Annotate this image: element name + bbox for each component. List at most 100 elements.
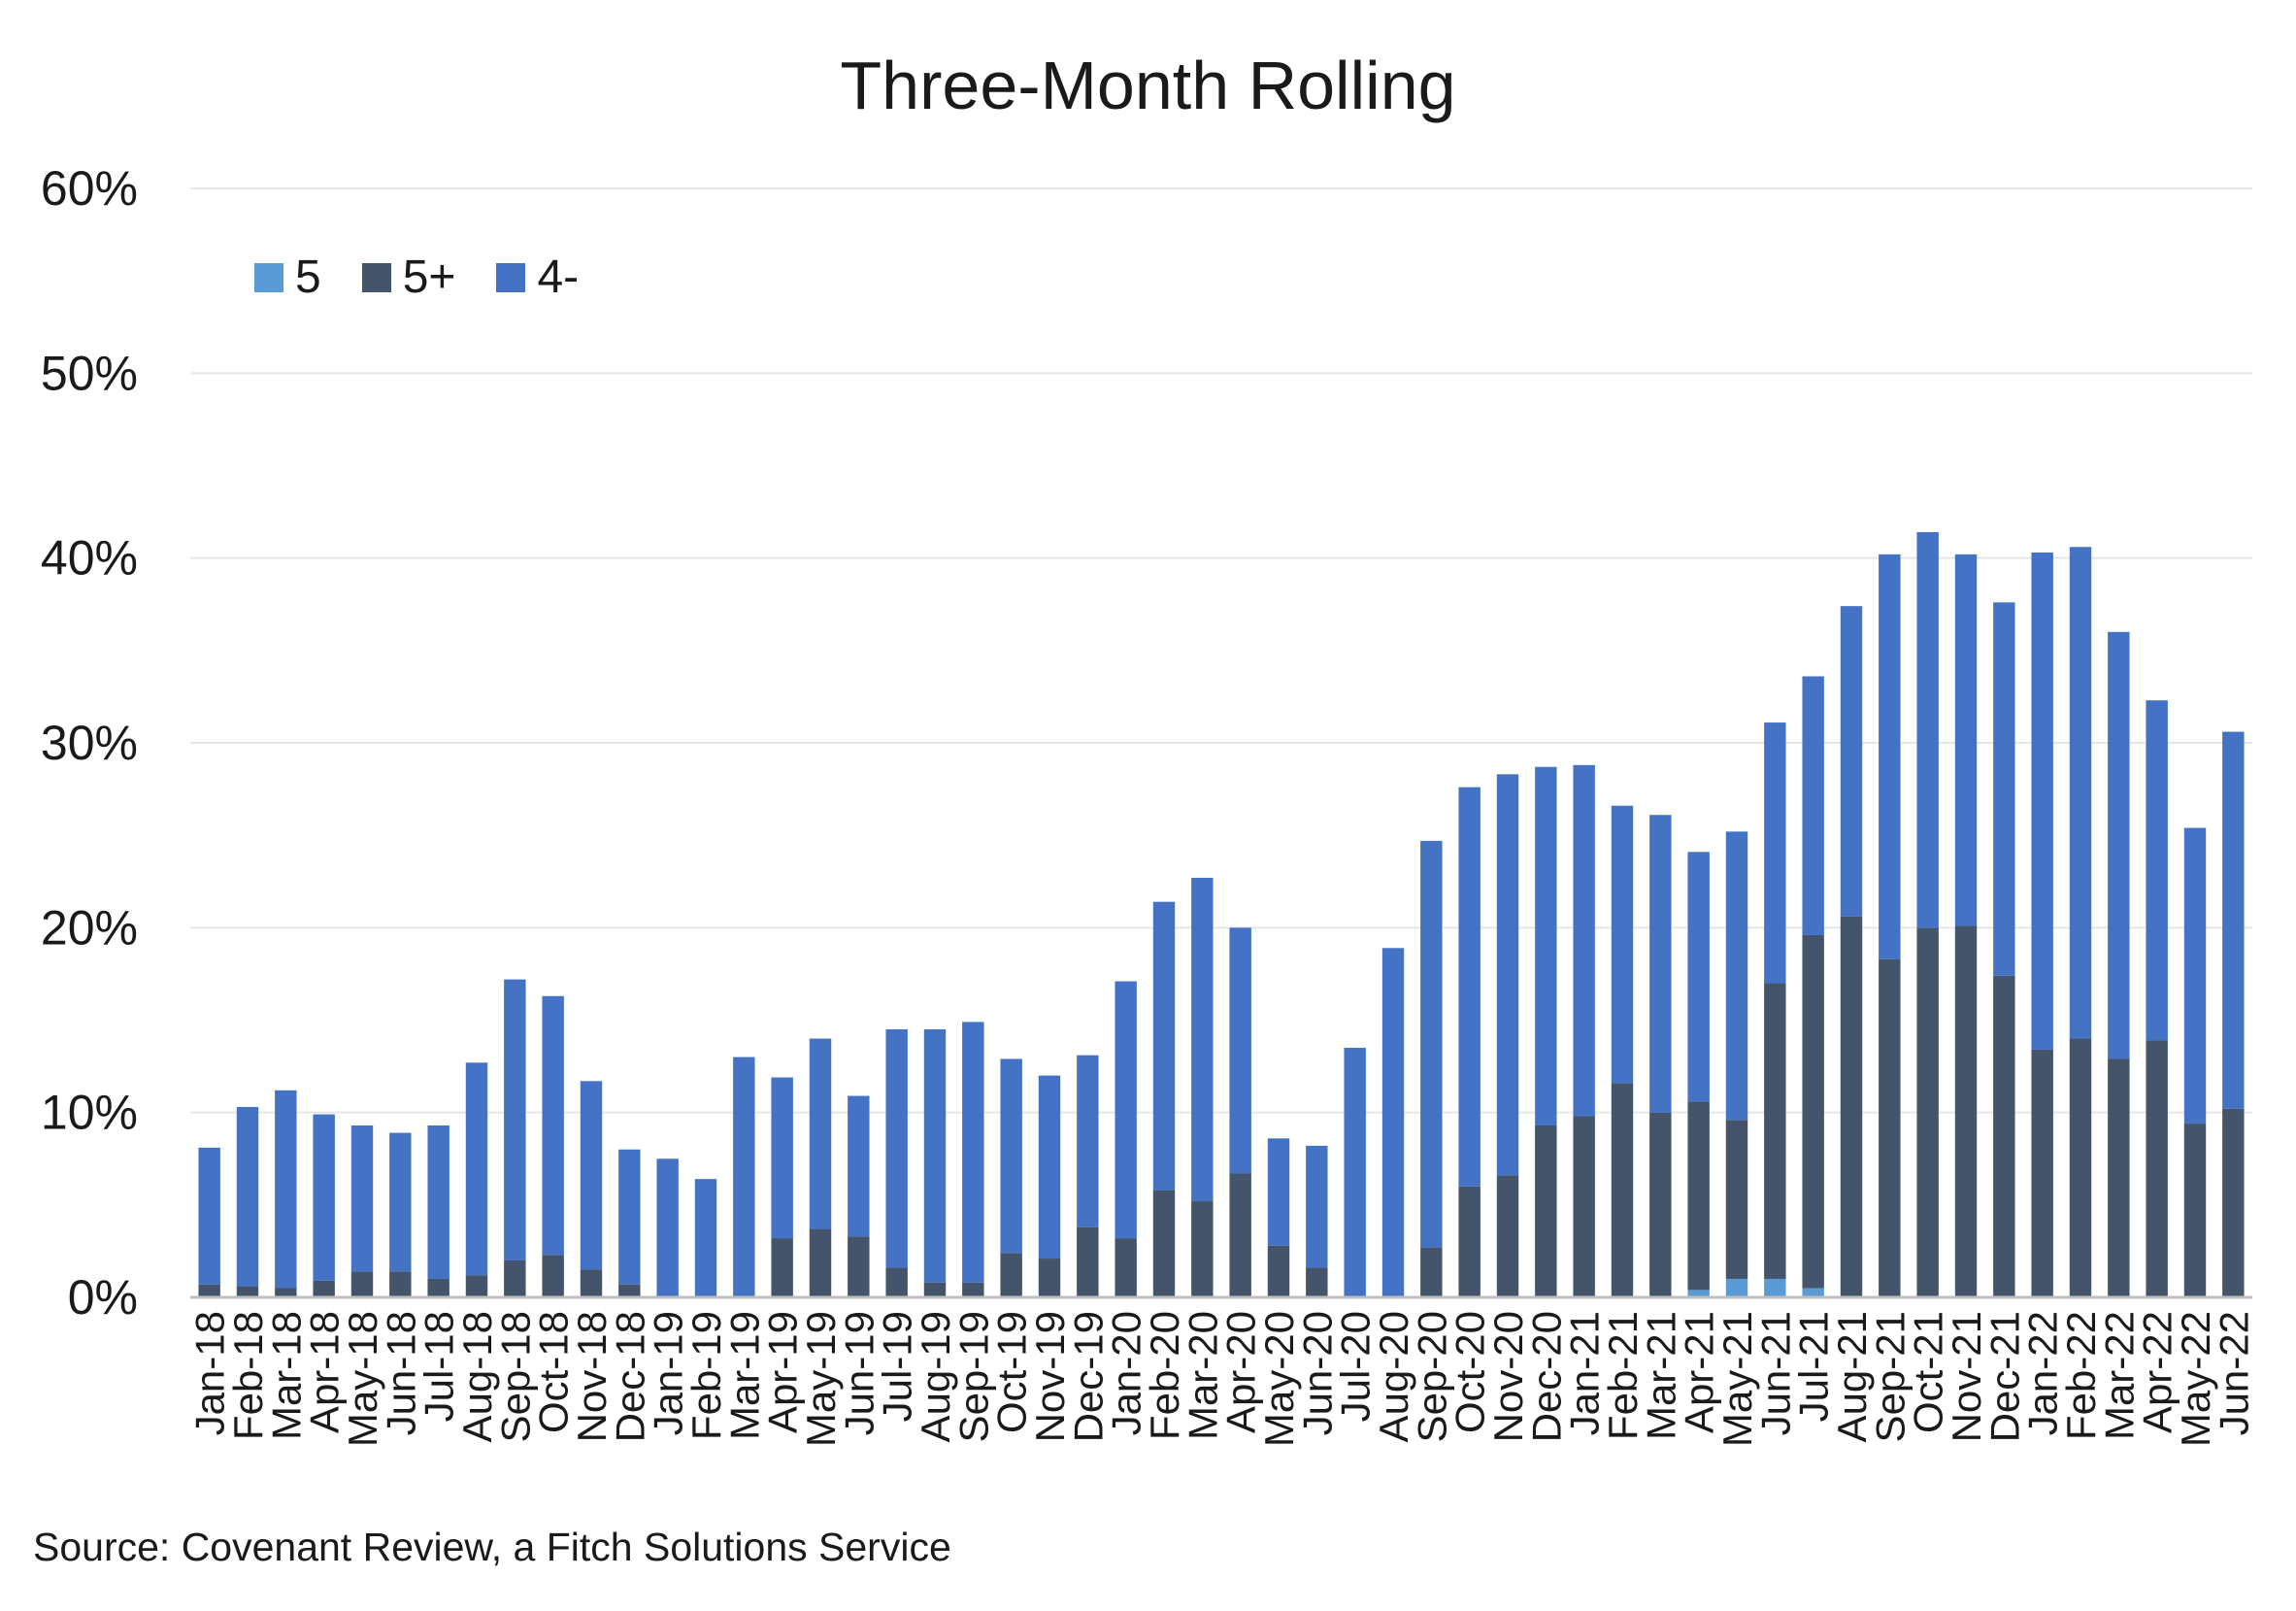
bar-segment-4minus [427, 1124, 449, 1279]
bar-segment-4minus [885, 1029, 908, 1268]
bar-segment-4minus [1802, 676, 1824, 935]
x-tick-label: Jan-22 [2020, 1311, 2066, 1435]
source-note: Source: Covenant Review, a Fitch Solutio… [33, 1525, 951, 1569]
x-tick-label: May-19 [798, 1311, 844, 1447]
bar-segment-5plus [427, 1278, 449, 1297]
bar-segment-4minus [1687, 852, 1710, 1102]
bar-segment-5plus [1993, 975, 2015, 1297]
bar-segment-4minus [771, 1077, 793, 1239]
bar-segment-5plus [504, 1259, 526, 1297]
bar-segment-4minus [1764, 722, 1786, 984]
bar-segment-4minus [733, 1057, 755, 1297]
x-tick-label: Apr-20 [1218, 1311, 1264, 1433]
bar-segment-5plus [2031, 1049, 2053, 1297]
bar-segment-5plus [1152, 1190, 1176, 1297]
bar-segment-5plus [2108, 1058, 2130, 1297]
bar-segment-5plus [1077, 1226, 1099, 1297]
x-tick-label: Apr-19 [760, 1311, 806, 1433]
bar-segment-4minus [1344, 1048, 1366, 1297]
bar-segment-4minus [618, 1149, 641, 1285]
x-tick-label: Jun-18 [378, 1311, 423, 1435]
x-tick-label: Sep-19 [950, 1311, 996, 1442]
x-tick-label: Oct-19 [989, 1311, 1035, 1433]
bar-segment-5plus [2069, 1038, 2092, 1297]
y-tick-label: 30% [41, 716, 138, 770]
bar-segment-4minus [809, 1038, 832, 1229]
bar-segment-4minus [1993, 602, 2015, 976]
bar-segment-4minus [2222, 731, 2245, 1109]
y-tick-label: 60% [41, 161, 138, 216]
bar-segment-5plus [1687, 1101, 1710, 1291]
chart-title: Three-Month Rolling [840, 48, 1456, 123]
bar-segment-5 [1802, 1288, 1824, 1297]
bar-segment-5plus [1879, 958, 1901, 1297]
bar-segment-5plus [1649, 1112, 1672, 1297]
legend-item-4minus: 4- [496, 251, 579, 304]
bar-segment-4minus [1381, 948, 1405, 1297]
x-tick-label: Feb-19 [683, 1311, 729, 1440]
bar-segment-4minus [694, 1179, 717, 1297]
x-tick-label: May-21 [1714, 1311, 1760, 1447]
x-tick-label: Dec-20 [1523, 1311, 1569, 1442]
bar-segment-4minus [1611, 805, 1634, 1084]
x-tick-label: Mar-19 [721, 1311, 767, 1440]
bar-segment-4minus [465, 1062, 488, 1276]
bar-segment-5plus [923, 1282, 947, 1297]
bar-segment-4minus [1496, 774, 1519, 1176]
bar-segment-5 [1725, 1278, 1748, 1297]
bar-segment-5plus [465, 1275, 488, 1297]
bar-segment-4minus [2108, 631, 2130, 1059]
bar-segment-5plus [1000, 1253, 1022, 1297]
bar-segment-4minus [580, 1081, 603, 1270]
x-tick-label: Apr-21 [1677, 1311, 1722, 1433]
x-axis-ticks: Jan-18Feb-18Mar-18Apr-18May-18Jun-18Jul-… [187, 1311, 2257, 1447]
x-tick-label: Jul-20 [1333, 1311, 1379, 1422]
x-tick-label: Aug-20 [1371, 1311, 1416, 1442]
bar-segment-4minus [2183, 827, 2207, 1124]
bar-segment-4minus [962, 1022, 984, 1283]
bar-segment-4minus [504, 979, 526, 1260]
bar-segment-5plus [1458, 1186, 1481, 1297]
legend-label-4minus: 4- [537, 252, 580, 303]
x-tick-label: Sep-18 [492, 1311, 538, 1442]
bar-segment-4minus [1458, 787, 1481, 1187]
bar-segment-5plus [885, 1267, 908, 1297]
x-tick-label: Jan-21 [1562, 1311, 1608, 1435]
x-tick-label: Sep-20 [1409, 1311, 1454, 1442]
bar-segment-5plus [1573, 1116, 1595, 1297]
bar-segment-5plus [275, 1288, 297, 1297]
bar-segment-5plus [1191, 1201, 1214, 1297]
y-tick-label: 20% [41, 900, 138, 955]
x-tick-label: Feb-20 [1142, 1311, 1187, 1440]
bar-segment-4minus [1954, 554, 1978, 926]
bar-segment-5plus [1229, 1173, 1251, 1297]
x-tick-label: Feb-21 [1600, 1311, 1646, 1440]
legend-swatch-4minus [496, 262, 526, 292]
x-tick-label: Jun-19 [836, 1311, 882, 1435]
x-tick-label: Mar-22 [2096, 1311, 2142, 1440]
bar-segment-4minus [1535, 766, 1557, 1125]
bar-segment-4minus [350, 1124, 374, 1272]
bar-segment-5plus [848, 1236, 870, 1297]
x-tick-label: Feb-18 [225, 1311, 271, 1440]
bar-segment-5plus [1916, 927, 1939, 1297]
bar-segment-5plus [1496, 1175, 1519, 1297]
legend-label-5: 5 [295, 252, 321, 303]
bar-segment-5plus [1115, 1238, 1137, 1297]
bar-segment-4minus [236, 1106, 259, 1287]
bar-segment-5plus [1840, 916, 1863, 1297]
bar-segment-4minus [1000, 1058, 1022, 1254]
x-tick-label: Jul-19 [875, 1311, 920, 1422]
bar-segment-5plus [389, 1271, 412, 1297]
x-tick-label: May-20 [1256, 1311, 1302, 1447]
bar-segment-5plus [962, 1282, 984, 1297]
bar-segment-5 [1764, 1278, 1786, 1297]
legend: 5 5+ 4- [254, 251, 619, 304]
bar-segment-4minus [1267, 1138, 1290, 1246]
x-tick-label: Feb-22 [2058, 1311, 2104, 1440]
bar-segment-4minus [1306, 1145, 1328, 1268]
x-tick-label: Oct-21 [1906, 1311, 1951, 1433]
x-tick-label: Apr-22 [2135, 1311, 2180, 1433]
bar-segment-5plus [618, 1284, 641, 1297]
